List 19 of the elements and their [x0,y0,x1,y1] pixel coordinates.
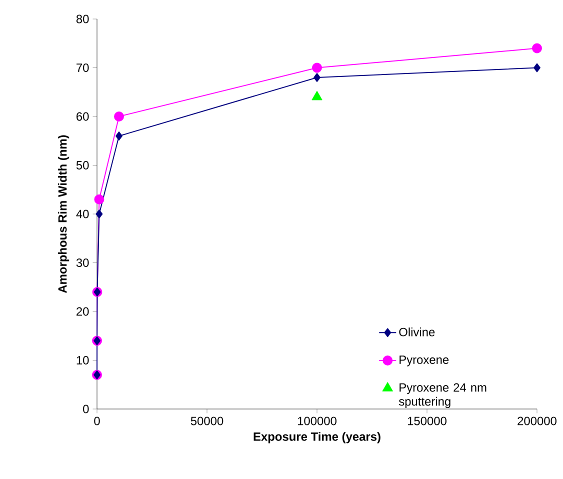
x-tick-label: 50000 [190,416,224,426]
x-tick-label: 0 [94,416,100,426]
y-tick-label: 30 [76,258,89,267]
y-tick-label: 40 [76,210,89,218]
legend-label: Olivine [399,328,435,336]
x-axis-title: Exposure Time (years) [254,432,380,444]
y-tick-label: 60 [76,112,89,121]
y-tick-label: 50 [76,161,89,170]
legend-label: Pyroxene 24 nm sputtering [398,383,486,408]
x-tick-label: 200000 [518,416,556,426]
y-axis-title: Amorphous Rim Width (nm) [58,135,70,294]
x-tick-label: 150000 [408,416,446,426]
y-tick-label: 80 [76,14,89,24]
x-tick-label: 100000 [298,416,336,426]
y-tick-label: 20 [76,307,89,316]
y-tick-label: 70 [76,64,89,72]
y-tick-label: 0 [83,404,89,414]
legend-label: Pyroxene [400,356,449,366]
y-tick-label: 10 [76,356,89,364]
